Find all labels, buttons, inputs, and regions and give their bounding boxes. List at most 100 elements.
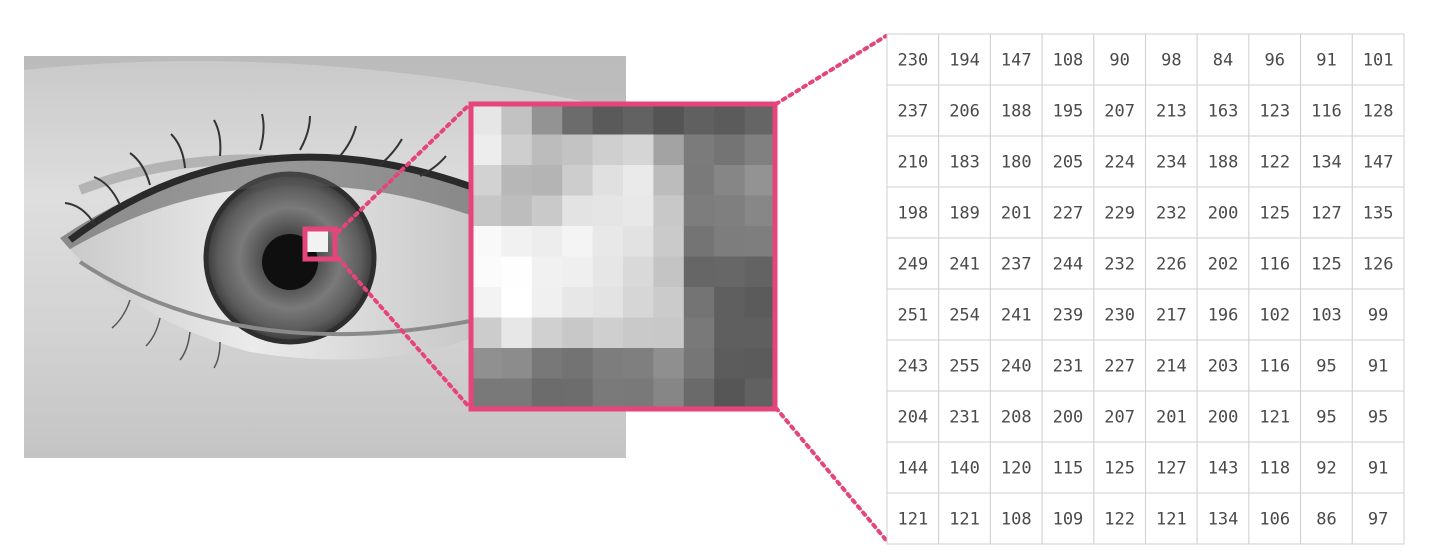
patch-pixel xyxy=(653,348,685,380)
pixel-value: 230 xyxy=(897,51,928,71)
grid-cell xyxy=(938,33,991,86)
patch-pixel xyxy=(653,226,685,258)
pixel-value: 254 xyxy=(949,306,980,326)
grid-cell xyxy=(886,492,940,545)
patch-pixel xyxy=(471,256,502,288)
patch-pixel xyxy=(714,317,746,349)
patch-pixel xyxy=(562,378,594,410)
patch-pixel xyxy=(744,348,776,380)
patch-pixel xyxy=(623,348,654,380)
pixel-value: 188 xyxy=(1001,102,1032,122)
pixel-value: 84 xyxy=(1213,51,1233,71)
patch-pixel xyxy=(562,287,594,319)
grid-cell xyxy=(1248,33,1302,86)
pixel-value: 232 xyxy=(1104,255,1135,275)
grid-cell xyxy=(989,390,1043,443)
grid-cell xyxy=(886,390,940,443)
patch-pixel xyxy=(683,287,715,319)
pixel-value: 90 xyxy=(1109,51,1129,71)
pixel-value: 183 xyxy=(949,153,980,173)
grid-cell xyxy=(1196,492,1250,545)
grid-cell xyxy=(1248,288,1302,341)
patch-pixel xyxy=(531,378,563,410)
pixel-value: 92 xyxy=(1316,459,1336,479)
grid-cell xyxy=(1300,33,1353,86)
grid-cell xyxy=(1351,186,1405,239)
pixel-value: 122 xyxy=(1259,153,1290,173)
pixel-value: 224 xyxy=(1104,153,1135,173)
patch-pixel xyxy=(623,226,654,258)
grid-cell xyxy=(1093,84,1147,137)
pixel-value: 95 xyxy=(1316,357,1336,377)
pixel-value: 214 xyxy=(1156,357,1187,377)
grid-cell xyxy=(1248,135,1302,188)
pixel-value: 202 xyxy=(1208,255,1239,275)
pixel-value: 99 xyxy=(1368,306,1388,326)
patch-pixel xyxy=(531,256,563,288)
pixel-value: 128 xyxy=(1363,102,1394,122)
grid-cell xyxy=(1351,288,1405,341)
patch-pixel xyxy=(653,134,685,166)
pixel-value: 115 xyxy=(1053,459,1084,479)
grid-cell xyxy=(1145,288,1198,341)
pixel-value: 196 xyxy=(1208,306,1239,326)
patch-pixel xyxy=(531,195,563,227)
patch-pixel xyxy=(744,195,776,227)
pixel-value: 125 xyxy=(1311,255,1342,275)
pixel-value: 91 xyxy=(1316,51,1336,71)
pixel-value: 240 xyxy=(1001,357,1032,377)
patch-pixel xyxy=(683,104,715,136)
patch-pixel xyxy=(531,317,563,349)
grid-cell xyxy=(989,441,1043,494)
patch-pixel xyxy=(471,226,502,258)
patch-pixel xyxy=(501,195,533,227)
patch-pixel xyxy=(623,256,654,288)
highlight-marker xyxy=(302,226,338,262)
pixel-value: 134 xyxy=(1311,153,1342,173)
pixel-value: 101 xyxy=(1363,51,1394,71)
patch-pixel xyxy=(683,317,715,349)
patch-pixel xyxy=(744,287,776,319)
patch-pixel xyxy=(562,226,594,258)
patch-pixel xyxy=(714,378,746,410)
patch-pixel xyxy=(623,165,654,197)
patch-pixel xyxy=(592,256,624,288)
pixel-value: 95 xyxy=(1368,408,1388,428)
pixel-value: 231 xyxy=(1053,357,1084,377)
patch-pixel xyxy=(714,256,746,288)
pixel-value: 249 xyxy=(897,255,928,275)
pixel-value: 213 xyxy=(1156,102,1187,122)
pixel-value: 205 xyxy=(1053,153,1084,173)
patch-pixel xyxy=(653,104,685,136)
grid-cell xyxy=(1041,339,1095,392)
patch-pixel xyxy=(683,134,715,166)
pixel-value: 206 xyxy=(949,102,980,122)
pixel-value: 91 xyxy=(1368,357,1388,377)
pixel-value: 116 xyxy=(1311,102,1342,122)
patch-pixel xyxy=(683,195,715,227)
patch-pixel xyxy=(714,195,746,227)
pixel-value: 201 xyxy=(1156,408,1187,428)
pixel-value: 227 xyxy=(1053,204,1084,224)
pixel-value: 239 xyxy=(1053,306,1084,326)
grid-cell xyxy=(989,84,1043,137)
patch-pixel xyxy=(592,195,624,227)
pixel-value: 200 xyxy=(1208,204,1239,224)
grid-cell xyxy=(886,441,940,494)
patch-pixel xyxy=(562,348,594,380)
grid-cell xyxy=(1300,288,1353,341)
patch-pixel xyxy=(623,287,654,319)
pixel-value: 122 xyxy=(1104,510,1135,530)
pixel-value: 255 xyxy=(949,357,980,377)
pixel-value: 226 xyxy=(1156,255,1187,275)
pixel-value: 96 xyxy=(1265,51,1285,71)
grid-cell xyxy=(1093,390,1147,443)
grid-cell xyxy=(989,288,1043,341)
patch-pixel xyxy=(471,134,502,166)
patch-pixel xyxy=(592,226,624,258)
patch-pixel xyxy=(501,104,533,136)
patch-pixel xyxy=(471,348,502,380)
pixel-value: 210 xyxy=(897,153,928,173)
pixel-value: 86 xyxy=(1316,510,1336,530)
patch-pixel xyxy=(683,165,715,197)
